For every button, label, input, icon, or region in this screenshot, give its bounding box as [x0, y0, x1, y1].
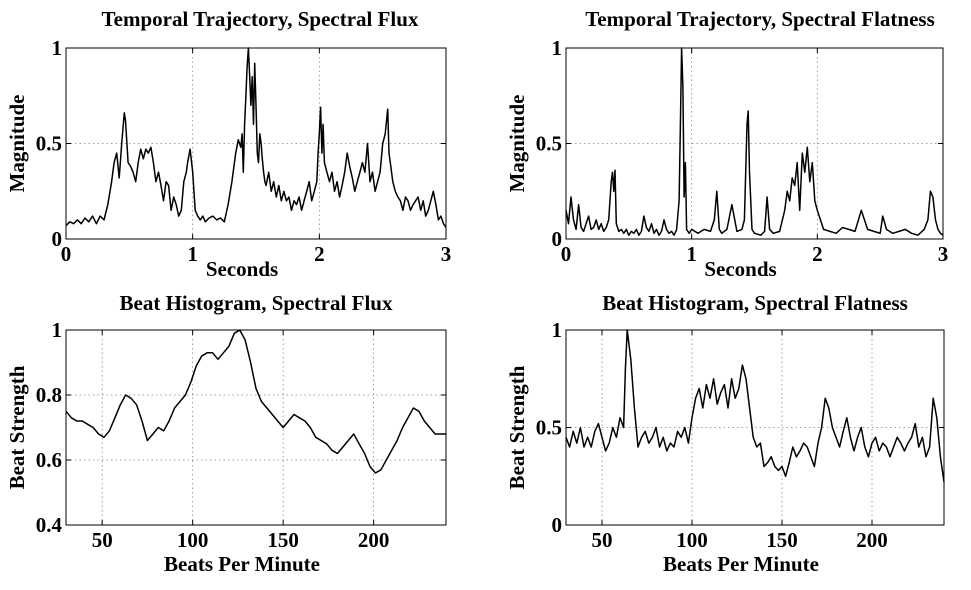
y-axis-label: Magnitude: [505, 94, 529, 192]
axes-frame: [65, 329, 447, 526]
series-line-0: [565, 47, 944, 236]
chart-beat-histogram-spectral-flatness: 50 100 150 200 0 0.5 1 Beat Histogram, Spectral…: [505, 291, 945, 576]
y-tick-label: 0.8: [36, 383, 62, 407]
y-tick-label: 0.5: [36, 132, 62, 156]
y-tick-label: 0.5: [536, 416, 562, 440]
y-axis-label: Magnitude: [5, 94, 29, 192]
chart-beat-histogram-spectral-flux: 50 100 150 200 0.4 0.6 0.8 1 Beat Histogram, Spe…: [5, 291, 447, 576]
y-tick-label: 1: [52, 318, 63, 342]
x-tick-label: 50: [92, 528, 113, 552]
y-tick-label: 0.4: [36, 513, 63, 537]
chart-temporal-spectral-flatness: 0 1 2 3 0 0.5 1 Temporal Trajectory, Spectral F…: [505, 7, 948, 281]
x-tick-label: 200: [856, 528, 888, 552]
x-tick-label: 200: [358, 528, 390, 552]
x-tick-label: 3: [938, 242, 949, 266]
x-tick-label: 100: [676, 528, 708, 552]
y-axis-label: Beat Strength: [505, 365, 529, 489]
y-tick-label: 1: [552, 36, 563, 60]
chart-title: Beat Histogram, Spectral Flatness: [602, 291, 908, 315]
chart-title: Temporal Trajectory, Spectral Flatness: [585, 7, 935, 31]
x-axis-label: Beats Per Minute: [663, 552, 819, 576]
x-tick-label: 0: [561, 242, 572, 266]
x-tick-label: 0: [61, 242, 72, 266]
series-line-0: [65, 329, 446, 474]
x-tick-label: 1: [686, 242, 697, 266]
x-tick-label: 2: [314, 242, 325, 266]
chart-temporal-spectral-flux: 0 1 2 3 0 0.5 1 Temporal Trajectory, Spectral F…: [5, 7, 451, 281]
y-tick-label: 0: [552, 227, 563, 251]
x-tick-label: 150: [766, 528, 798, 552]
chart-title: Temporal Trajectory, Spectral Flux: [102, 7, 419, 31]
y-tick-label: 1: [552, 318, 563, 342]
plot-area: [566, 48, 943, 239]
x-tick-label: 150: [267, 528, 299, 552]
x-axis-label: Beats Per Minute: [164, 552, 320, 576]
y-tick-label: 0: [552, 513, 563, 537]
x-axis-label: Seconds: [704, 257, 776, 281]
chart-title: Beat Histogram, Spectral Flux: [120, 291, 393, 315]
x-tick-label: 1: [187, 242, 198, 266]
y-tick-label: 0.5: [536, 132, 562, 156]
y-tick-label: 1: [52, 36, 63, 60]
y-tick-label: 0.6: [36, 448, 62, 472]
x-axis-label: Seconds: [206, 257, 278, 281]
plot-area: [66, 330, 446, 525]
y-axis-label: Beat Strength: [5, 365, 29, 489]
x-tick-label: 50: [592, 528, 613, 552]
x-tick-label: 3: [441, 242, 452, 266]
series-line-0: [65, 47, 447, 228]
x-tick-label: 2: [812, 242, 823, 266]
series-line-0: [565, 329, 945, 483]
y-tick-label: 0: [52, 227, 63, 251]
x-tick-label: 100: [177, 528, 209, 552]
